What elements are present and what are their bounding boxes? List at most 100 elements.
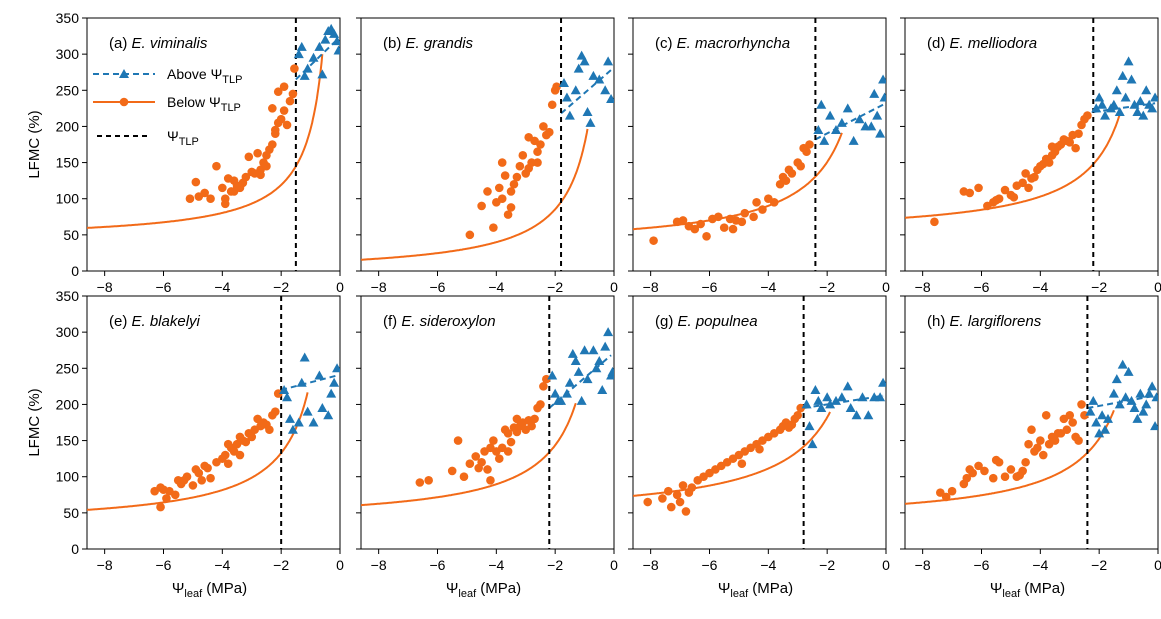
- x-tick-label: −6: [156, 279, 172, 295]
- above-point: [296, 377, 307, 387]
- above-point: [1120, 392, 1131, 402]
- below-point: [802, 147, 811, 157]
- above-point: [872, 110, 883, 120]
- above-point: [293, 49, 304, 59]
- above-point: [564, 377, 575, 387]
- above-point: [588, 345, 599, 355]
- below-point: [1021, 169, 1030, 178]
- above-point: [810, 384, 821, 394]
- below-point: [719, 223, 729, 232]
- below-point: [515, 161, 525, 171]
- above-point: [573, 366, 584, 376]
- above-point: [582, 374, 593, 384]
- above-point: [1150, 421, 1158, 431]
- above-point: [550, 388, 561, 398]
- y-tick-label: 0: [71, 263, 79, 279]
- x-tick-label: −6: [702, 557, 718, 573]
- above-point: [597, 384, 608, 394]
- above-point: [875, 392, 886, 402]
- above-point: [329, 28, 340, 38]
- below-point: [471, 452, 481, 461]
- above-fit-line: [1087, 394, 1156, 410]
- below-point: [265, 425, 274, 435]
- above-point: [1123, 366, 1134, 376]
- above-point: [1141, 399, 1152, 409]
- below-point: [494, 454, 504, 463]
- below-point: [796, 403, 805, 413]
- below-point: [494, 183, 504, 193]
- above-point: [332, 363, 340, 373]
- above-point: [299, 352, 310, 362]
- below-point: [947, 486, 957, 496]
- above-fit-line: [560, 69, 612, 115]
- above-point: [588, 70, 599, 80]
- above-point: [1100, 110, 1111, 120]
- above-point: [314, 41, 325, 51]
- above-point: [564, 110, 575, 120]
- below-point: [459, 472, 469, 482]
- panel-a: −8 −6 −4 −2 0 0 50 100 150 200 250 300 350 (a) E. vim…: [26, 10, 344, 295]
- above-point: [1123, 56, 1134, 66]
- y-axis-label: LFMC (%): [26, 388, 43, 456]
- x-tick-label: −4: [1032, 279, 1048, 295]
- above-point: [591, 363, 602, 373]
- above-point: [561, 388, 572, 398]
- legend-entry-tlp: ΨTLP: [167, 128, 199, 148]
- below-point: [672, 490, 682, 500]
- above-point: [857, 392, 868, 402]
- above-point: [585, 117, 596, 127]
- below-point: [424, 476, 433, 485]
- above-point: [1120, 92, 1131, 102]
- below-point: [1071, 143, 1080, 153]
- above-point: [1094, 428, 1105, 438]
- below-point: [536, 140, 545, 149]
- below-point: [769, 198, 779, 207]
- below-point: [1077, 400, 1086, 409]
- above-point: [308, 52, 319, 62]
- above-point: [582, 106, 593, 116]
- x-tick-label: −4: [760, 279, 776, 295]
- below-point: [965, 465, 975, 474]
- below-point: [506, 203, 516, 212]
- x-tick-label: −2: [273, 279, 289, 295]
- below-point: [162, 494, 171, 503]
- plot-frame: [86, 295, 341, 550]
- below-point: [465, 230, 475, 240]
- below-point: [740, 208, 750, 218]
- below-point: [509, 179, 519, 189]
- x-tick-label: −2: [547, 279, 563, 295]
- below-point: [489, 436, 498, 445]
- below-point: [930, 217, 939, 227]
- below-point: [188, 481, 198, 490]
- above-point: [603, 56, 614, 66]
- above-point: [1085, 406, 1096, 416]
- above-point: [848, 135, 859, 145]
- above-point: [825, 110, 836, 120]
- below-point: [1030, 172, 1039, 182]
- below-point: [156, 502, 165, 512]
- x-tick-label: −4: [760, 557, 776, 573]
- y-axis-label: LFMC (%): [26, 110, 43, 178]
- x-tick-label: −8: [371, 279, 387, 295]
- below-point: [675, 497, 685, 507]
- panel-d: −8 −6 −4 −2 0 (d) E. melliodora: [900, 17, 1161, 295]
- below-point: [1065, 138, 1075, 147]
- above-point: [842, 381, 853, 391]
- below-point: [1033, 165, 1042, 175]
- below-point: [447, 466, 457, 476]
- panel-title: (a) E. viminalis: [109, 35, 208, 52]
- below-point: [1041, 410, 1051, 420]
- below-fit-curve: [905, 409, 1115, 505]
- above-point: [851, 410, 862, 420]
- below-point: [1080, 410, 1089, 420]
- above-point: [1114, 399, 1125, 409]
- panel-title: (c) E. macrorhyncha: [655, 35, 790, 52]
- above-point: [1097, 410, 1108, 420]
- above-point: [842, 103, 853, 113]
- panel-b: −8 −6 −4 −2 0 (b) E. grandis: [356, 17, 618, 295]
- below-point: [542, 374, 551, 384]
- above-point: [1111, 374, 1122, 384]
- legend: Above ΨTLP Below ΨTLP ΨTLP: [93, 66, 242, 148]
- x-tick-label: −8: [97, 279, 113, 295]
- y-tick-label: 100: [56, 191, 80, 207]
